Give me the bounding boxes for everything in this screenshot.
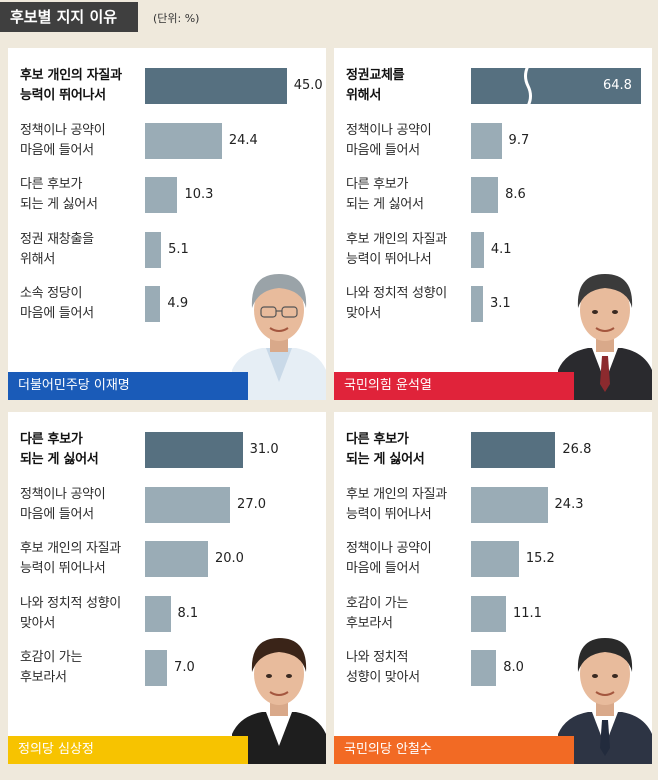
chart-panel-yoon: 정권교체를 위해서 64.8 정책이나 공약이 마음에 들어서 9.7 다른 후보가 되… [334,48,652,400]
category-label: 정권교체를 위해서 [346,68,405,103]
bar [145,231,162,268]
category-label: 다른 후보가 되는 게 싫어서 [20,432,99,467]
value-label: 7.0 [174,660,195,675]
value-label: 8.0 [503,660,524,675]
category-label: 정책이나 공약이 마음에 들어서 [346,122,432,158]
candidate-footer: 국민의당 안철수 [334,736,652,764]
candidate-footer: 정의당 심상정 [8,736,326,764]
category-label: 다른 후보가 되는 게 싫어서 [346,177,424,212]
bar [471,177,499,213]
value-label: 3.1 [490,296,511,311]
bar [145,486,231,523]
bar [471,231,484,268]
value-label: 10.3 [184,187,214,202]
category-label: 후보 개인의 자질과 능력이 뛰어나서 [346,486,447,522]
bar [145,68,287,104]
bar [471,68,641,104]
value-label: 9.7 [508,132,530,148]
bar [145,595,171,632]
value-label: 11.1 [512,605,542,621]
category-label: 나와 정치적 성향이 맞아서 [20,595,121,631]
value-label: 26.8 [562,442,592,457]
category-label: 나와 정치적 성향이 맞아서 [346,650,420,685]
value-label: 27.0 [237,496,266,512]
category-label: 다른 후보가 되는 게 싫어서 [20,177,98,212]
candidate-name: 국민의당 안철수 [334,736,574,764]
candidate-portrait-image [558,616,652,764]
category-label: 호감이 가는 후보라서 [346,595,409,631]
bar [145,650,168,686]
value-label: 45.0 [293,78,323,93]
value-label: 64.8 [603,78,632,93]
category-label: 후보 개인의 자질과 능력이 뛰어나서 [346,231,447,267]
bar [471,595,506,632]
bar [145,541,208,577]
page-title: 후보별 지지 이유 [0,2,138,32]
bar [471,541,519,577]
bar [471,650,497,686]
chart-panel-sim: 다른 후보가 되는 게 싫어서 31.0 정책이나 공약이 마음에 들어서 27.0 후… [8,412,326,764]
value-label: 8.1 [177,605,199,621]
category-label: 후보 개인의 자질과 능력이 뛰어나서 [20,68,122,103]
candidate-portrait-image [232,616,326,764]
bar [145,286,161,322]
category-label: 정책이나 공약이 마음에 들어서 [20,486,106,522]
chart-panel-ahn: 다른 후보가 되는 게 싫어서 26.8 후보 개인의 자질과 능력이 뛰어나서 24… [334,412,652,764]
value-label: 24.3 [554,496,584,512]
value-label: 20.0 [215,551,244,566]
category-label: 소속 정당이 마음에 들어서 [20,286,94,321]
value-label: 4.1 [490,241,512,257]
category-label: 정책이나 공약이 마음에 들어서 [346,541,432,576]
bar [471,286,483,322]
candidate-portrait-image [558,252,652,400]
bar [471,122,502,159]
candidate-name: 정의당 심상정 [8,736,248,764]
category-label: 정책이나 공약이 마음에 들어서 [20,122,106,158]
bar [471,432,556,468]
bar [471,486,548,523]
axis-break-mark [523,65,533,107]
bar [145,177,178,213]
value-label: 24.4 [228,132,258,148]
candidate-name: 국민의힘 윤석열 [334,372,574,400]
candidate-footer: 국민의힘 윤석열 [334,372,652,400]
candidate-portrait-image [232,252,326,400]
category-label: 다른 후보가 되는 게 싫어서 [346,432,425,467]
bar [145,432,243,468]
value-label: 4.9 [167,296,189,311]
value-label: 15.2 [525,551,555,566]
candidate-footer: 더불어민주당 이재명 [8,372,326,400]
header: 후보별 지지 이유 (단위: %) [0,0,658,34]
value-label: 31.0 [249,442,279,457]
value-label: 5.1 [168,241,189,257]
candidate-name: 더불어민주당 이재명 [8,372,248,400]
category-label: 정권 재창출을 위해서 [20,231,94,267]
category-label: 나와 정치적 성향이 맞아서 [346,286,447,321]
category-label: 호감이 가는 후보라서 [20,650,83,685]
unit-label: (단위: %) [153,12,200,25]
value-label: 8.6 [505,187,526,202]
bar [145,122,222,159]
chart-panel-lee: 후보 개인의 자질과 능력이 뛰어나서 45.0 정책이나 공약이 마음에 들어서 2… [8,48,326,400]
category-label: 후보 개인의 자질과 능력이 뛰어나서 [20,541,121,576]
